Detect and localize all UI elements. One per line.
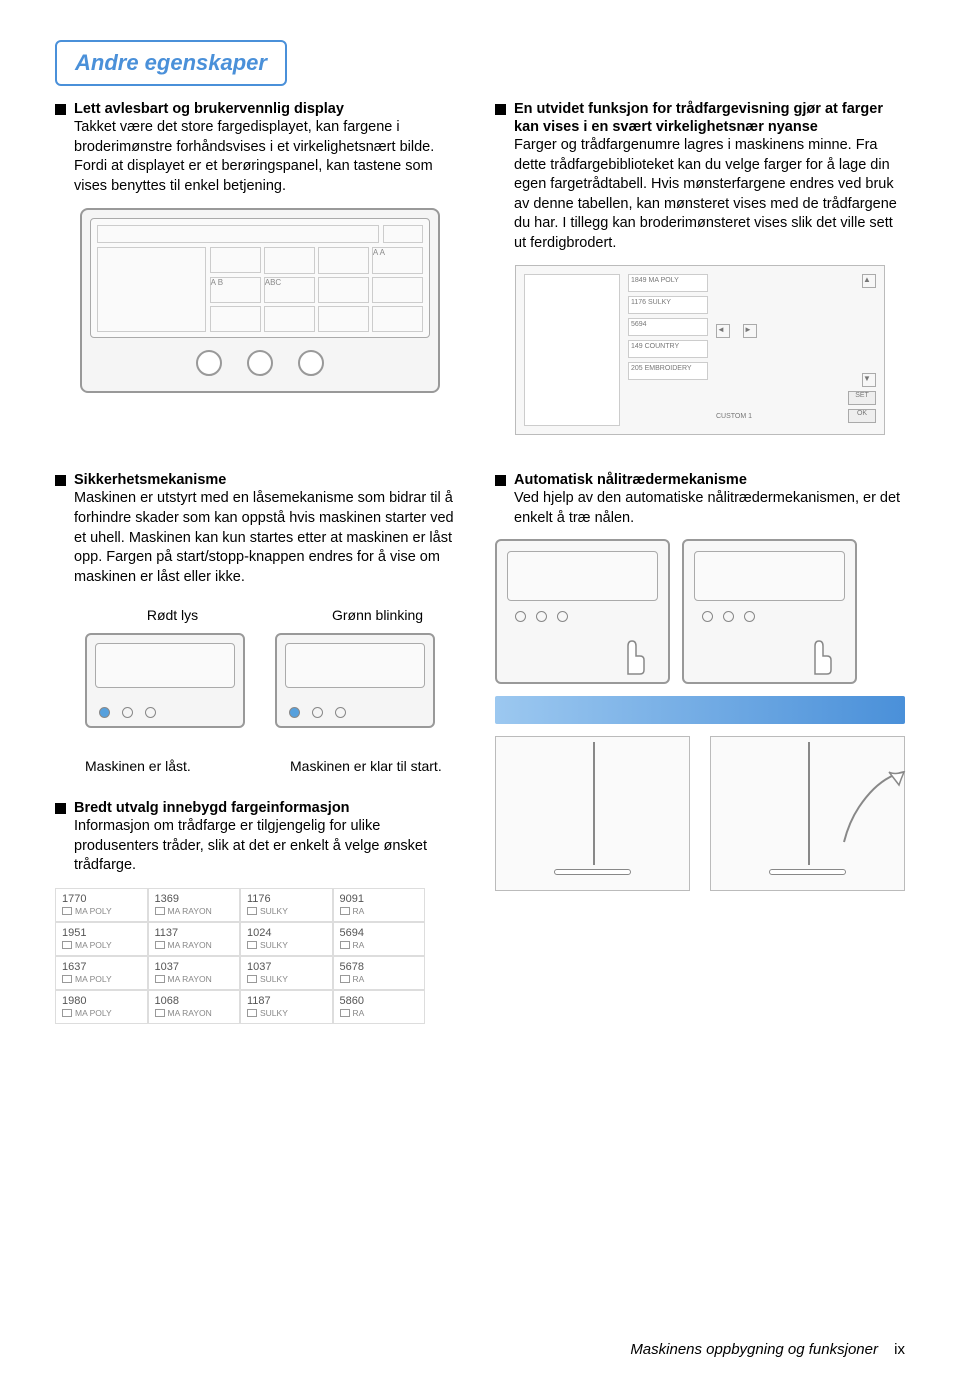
feature-col-left: Lett avlesbart og brukervennlig display … <box>55 94 465 435</box>
needle-after <box>710 736 905 891</box>
bullet-icon <box>55 803 66 814</box>
feature5-body: Informasjon om trådfarge er tilgjengelig… <box>74 817 465 876</box>
ok-button: OK <box>848 409 876 423</box>
feature3-col: Sikkerhetsmekanisme Maskinen er utstyrt … <box>55 465 465 1024</box>
footer-label: Maskinens oppbygning og funksjoner <box>630 1341 878 1358</box>
thread-table: 1770MA POLY1369MA RAYON1176SULKY9091RA19… <box>55 888 425 1024</box>
hand-panel-1 <box>495 539 670 684</box>
feature4-title: Automatisk nålitrædermekanisme <box>514 472 747 488</box>
feature2-title: En utvidet funksjon for trådfargevisning… <box>514 101 883 135</box>
bullet-icon <box>55 475 66 486</box>
feature1-body: Takket være det store fargedisplayet, ka… <box>74 118 465 196</box>
feature1-title: Lett avlesbart og brukervennlig display <box>74 101 344 117</box>
bullet-icon <box>495 475 506 486</box>
feature-col-right: En utvidet funksjon for trådfargevisning… <box>495 94 905 435</box>
hand-panel-2 <box>682 539 857 684</box>
set-button: SET <box>848 391 876 405</box>
page-footer: Maskinens oppbygning og funksjoner ix <box>630 1341 905 1358</box>
feature4-body: Ved hjelp av den automatiske nålitræderm… <box>514 489 905 528</box>
arrow-bar <box>495 696 905 724</box>
state-locked: Maskinen er låst. <box>85 758 260 774</box>
bullet-icon <box>495 104 506 115</box>
feature3-title: Sikkerhetsmekanisme <box>74 472 226 488</box>
label-red: Rødt lys <box>85 607 260 623</box>
bullet-icon <box>55 104 66 115</box>
page-number: ix <box>894 1341 905 1358</box>
feature5-title: Bredt utvalg innebygd fargeinformasjon <box>74 800 350 816</box>
feature2-body: Farger og trådfargenumre lagres i maskin… <box>514 136 905 253</box>
panel-ready <box>275 633 435 728</box>
panel-locked <box>85 633 245 728</box>
feature3-body: Maskinen er utstyrt med en låsemekanisme… <box>74 489 465 587</box>
section-title-box: Andre egenskaper <box>55 40 287 86</box>
needle-before <box>495 736 690 891</box>
label-green: Grønn blinking <box>290 607 465 623</box>
display-panel-illustration: A A A BABC <box>80 208 440 393</box>
feature4-col: Automatisk nålitrædermekanisme Ved hjelp… <box>495 465 905 1024</box>
section-title: Andre egenskaper <box>75 50 267 76</box>
color-picker-illustration: 1849 MA POLY1176 SULKY5694149 COUNTRY205… <box>515 265 885 435</box>
state-ready: Maskinen er klar til start. <box>290 758 465 774</box>
